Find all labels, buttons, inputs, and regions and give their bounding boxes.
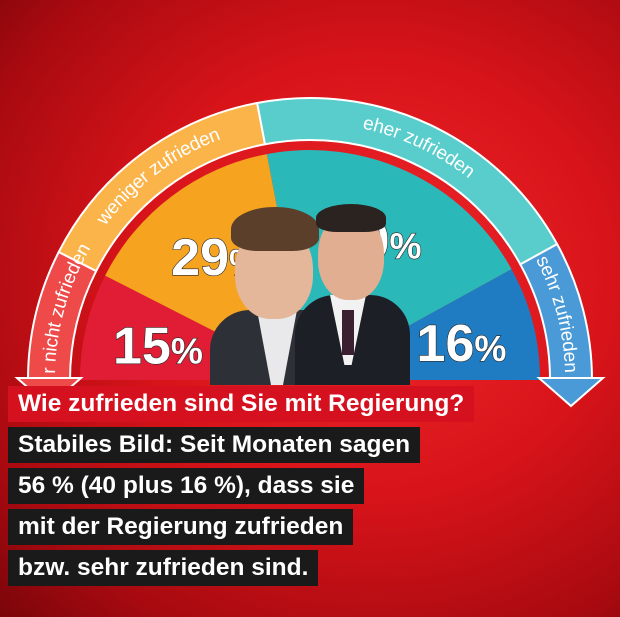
- caption-line-2: 56 % (40 plus 16 %), dass sie: [8, 468, 365, 504]
- caption-line-3: mit der Regierung zufrieden: [8, 509, 354, 545]
- arrow-right-icon: [536, 377, 606, 408]
- caption-question: Wie zufrieden sind Sie mit Regierung?: [8, 386, 475, 422]
- caption-line-1: Stabiles Bild: Seit Monaten sagen: [8, 427, 421, 463]
- caption-block: Wie zufrieden sind Sie mit Regierung? St…: [0, 386, 620, 591]
- person-right-illustration: [290, 200, 410, 385]
- value-label-gar-nicht: 15%: [113, 317, 203, 375]
- value-label-sehr: 16%: [417, 315, 507, 373]
- category-label-gar-nicht: gar nicht zufrieden: [0, 0, 95, 374]
- caption-line-4: bzw. sehr zufrieden sind.: [8, 550, 319, 586]
- svg-text:gar nicht zufrieden: gar nicht zufrieden: [0, 0, 95, 374]
